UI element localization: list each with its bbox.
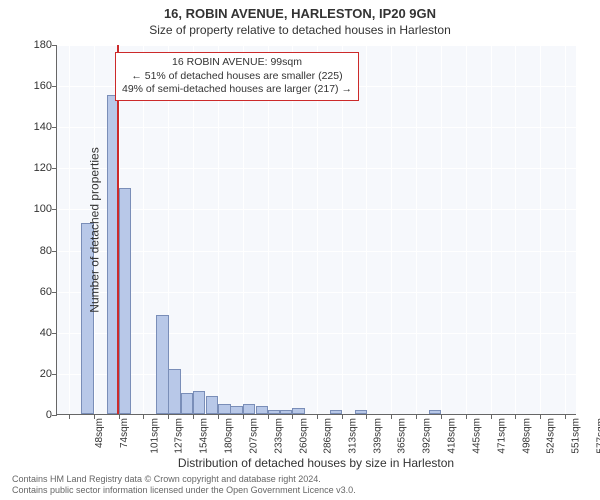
histogram-bar: [156, 315, 168, 414]
x-tick-mark: [193, 414, 194, 419]
x-tick-label: 445sqm: [472, 418, 483, 454]
footer-line1: Contains HM Land Registry data © Crown c…: [12, 474, 356, 485]
histogram-bar: [119, 188, 131, 414]
y-tick-label: 60: [12, 286, 52, 298]
x-tick-label: 313sqm: [348, 418, 359, 454]
x-tick-mark: [268, 414, 269, 419]
y-tick-mark: [52, 86, 57, 87]
y-tick-label: 100: [12, 203, 52, 215]
y-tick-mark: [52, 292, 57, 293]
histogram-bar: [280, 410, 292, 414]
x-tick-label: 207sqm: [249, 418, 260, 454]
v-gridline: [565, 45, 566, 414]
footer: Contains HM Land Registry data © Crown c…: [12, 474, 356, 496]
x-tick-label: 154sqm: [199, 418, 210, 454]
y-tick-mark: [52, 415, 57, 416]
x-tick-mark: [515, 414, 516, 419]
y-tick-mark: [52, 251, 57, 252]
histogram-bar: [193, 391, 205, 414]
annotation-line2: ← 51% of detached houses are smaller (22…: [122, 70, 352, 84]
x-tick-label: 233sqm: [273, 418, 284, 454]
histogram-bar: [268, 410, 280, 414]
x-tick-mark: [416, 414, 417, 419]
histogram-bar: [330, 410, 342, 414]
y-axis-label-wrap: Number of detached properties: [12, 45, 26, 415]
x-tick-mark: [466, 414, 467, 419]
x-tick-label: 101sqm: [149, 418, 160, 454]
histogram-bar: [256, 406, 268, 414]
x-tick-mark: [391, 414, 392, 419]
annotation-line1: 16 ROBIN AVENUE: 99sqm: [122, 56, 352, 70]
x-tick-mark: [143, 414, 144, 419]
footer-line2: Contains public sector information licen…: [12, 485, 356, 496]
x-tick-label: 74sqm: [119, 418, 130, 448]
x-tick-label: 127sqm: [174, 418, 185, 454]
v-gridline: [540, 45, 541, 414]
y-tick-mark: [52, 333, 57, 334]
x-axis-label: Distribution of detached houses by size …: [56, 456, 576, 470]
x-tick-mark: [168, 414, 169, 419]
histogram-bar: [243, 404, 255, 414]
x-tick-mark: [491, 414, 492, 419]
y-tick-label: 180: [12, 39, 52, 51]
x-tick-label: 392sqm: [422, 418, 433, 454]
x-tick-label: 551sqm: [571, 418, 582, 454]
annotation-line3: 49% of semi-detached houses are larger (…: [122, 83, 352, 97]
v-gridline: [416, 45, 417, 414]
x-tick-label: 365sqm: [397, 418, 408, 454]
v-gridline: [441, 45, 442, 414]
y-tick-mark: [52, 168, 57, 169]
v-gridline: [69, 45, 70, 414]
y-tick-label: 80: [12, 245, 52, 257]
y-tick-label: 160: [12, 80, 52, 92]
v-gridline: [391, 45, 392, 414]
x-tick-label: 498sqm: [521, 418, 532, 454]
x-tick-mark: [317, 414, 318, 419]
x-tick-label: 524sqm: [546, 418, 557, 454]
chart-subtitle: Size of property relative to detached ho…: [0, 21, 600, 37]
x-tick-label: 471sqm: [496, 418, 507, 454]
histogram-bar: [429, 410, 441, 414]
x-tick-label: 339sqm: [372, 418, 383, 454]
y-tick-label: 120: [12, 162, 52, 174]
y-tick-mark: [52, 374, 57, 375]
y-tick-label: 20: [12, 368, 52, 380]
v-gridline: [466, 45, 467, 414]
x-tick-mark: [243, 414, 244, 419]
chart-title: 16, ROBIN AVENUE, HARLESTON, IP20 9GN: [0, 0, 600, 21]
x-tick-label: 577sqm: [595, 418, 600, 454]
y-tick-label: 0: [12, 409, 52, 421]
marker-annotation: 16 ROBIN AVENUE: 99sqm ← 51% of detached…: [115, 52, 359, 101]
x-tick-label: 260sqm: [298, 418, 309, 454]
histogram-bar: [206, 396, 218, 415]
x-tick-label: 418sqm: [446, 418, 457, 454]
x-tick-mark: [366, 414, 367, 419]
x-tick-label: 180sqm: [223, 418, 234, 454]
x-tick-mark: [540, 414, 541, 419]
y-tick-label: 140: [12, 121, 52, 133]
y-tick-mark: [52, 45, 57, 46]
y-tick-mark: [52, 127, 57, 128]
histogram-bar: [181, 393, 193, 414]
histogram-bar: [355, 410, 367, 414]
histogram-bar: [218, 404, 230, 414]
x-tick-mark: [218, 414, 219, 419]
x-tick-label: 48sqm: [94, 418, 105, 448]
x-tick-label: 286sqm: [323, 418, 334, 454]
v-gridline: [491, 45, 492, 414]
histogram-bar: [168, 369, 180, 414]
x-tick-mark: [342, 414, 343, 419]
x-tick-mark: [441, 414, 442, 419]
y-tick-label: 40: [12, 327, 52, 339]
x-tick-mark: [292, 414, 293, 419]
v-gridline: [366, 45, 367, 414]
x-tick-mark: [565, 414, 566, 419]
histogram-bar: [292, 408, 304, 414]
y-tick-mark: [52, 209, 57, 210]
y-axis-label: Number of detached properties: [88, 147, 102, 312]
x-tick-mark: [69, 414, 70, 419]
v-gridline: [515, 45, 516, 414]
histogram-bar: [230, 406, 242, 414]
